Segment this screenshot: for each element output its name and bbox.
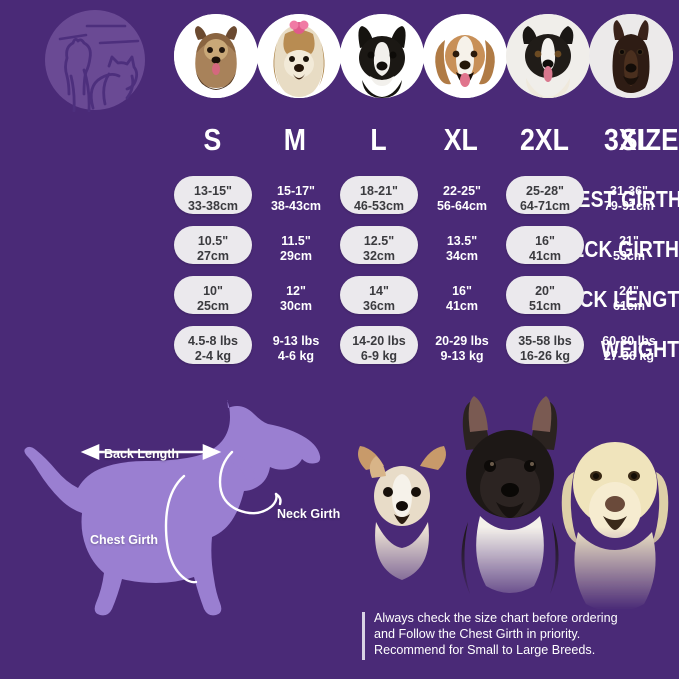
table-row-weight: WEIGHT 4.5-8 lbs 2-4 kg 9-13 lbs 4-6 kg 14… <box>0 326 679 376</box>
boston-terrier-photo <box>340 14 424 98</box>
shih-tzu-photo <box>257 14 341 98</box>
breed-avatar-beagle <box>423 14 507 98</box>
cell-neck-girth-m: 11.5" 29cm <box>280 234 312 263</box>
french-bulldog-photo <box>461 396 559 594</box>
cell-weight-m: 9-13 lbs 4-6 kg <box>272 334 320 363</box>
cell-weight-3xl: 60-80 lbs 27-36 kg <box>602 334 656 363</box>
disclaimer-line-1: Always check the size chart before order… <box>374 611 618 625</box>
cell-back-length-m: 12" 30cm <box>280 284 312 313</box>
breed-avatar-yorkshire-terrier <box>174 14 258 98</box>
column-header-s: S <box>203 122 221 157</box>
doberman-photo <box>589 14 673 98</box>
cell-back-length-2xl: 20" 51cm <box>506 276 584 314</box>
table-row-chest-girth: CHEST GIRTH 13-15" 33-38cm 15-17" 38-43cm … <box>0 176 679 226</box>
cell-neck-girth-xl: 13.5" 34cm <box>446 234 478 263</box>
diagram-label-back-length: Back Length <box>104 447 180 461</box>
cell-weight-l: 14-20 lbs 6-9 kg <box>340 326 418 364</box>
diagram-label-chest-girth: Chest Girth <box>90 533 159 547</box>
column-header-size: SIZE <box>620 122 679 157</box>
measurement-diagram <box>0 386 345 679</box>
cell-neck-girth-s: 10.5" 27cm <box>174 226 252 264</box>
cell-weight-s: 4.5-8 lbs 2-4 kg <box>174 326 252 364</box>
size-table: SIZE S M L XL 2XL 3XL CHEST GIRTH 13-15"… <box>0 118 679 376</box>
cell-neck-girth-l: 12.5" 32cm <box>340 226 418 264</box>
cell-weight-xl: 20-29 lbs 9-13 kg <box>435 334 489 363</box>
column-header-3xl: 3XL <box>603 122 653 157</box>
cell-neck-girth-2xl: 16" 41cm <box>506 226 584 264</box>
cell-chest-girth-s: 13-15" 33-38cm <box>174 176 252 214</box>
disclaimer-line-2: and Follow the Chest Girth in priority. <box>374 627 581 642</box>
disclaimer-accent-bar <box>362 612 365 660</box>
diagram-label-neck-girth: Neck Girth <box>277 507 341 521</box>
breed-avatar-doberman <box>589 14 673 98</box>
table-header-row: SIZE S M L XL 2XL 3XL <box>0 118 679 176</box>
disclaimer-line-3: Recommend for Small to Large Breeds. <box>374 643 596 658</box>
yorkshire-terrier-photo <box>174 14 258 98</box>
breed-avatar-shih-tzu <box>257 14 341 98</box>
cell-neck-girth-3xl: 21" 53cm <box>613 234 645 263</box>
breed-avatar-boston-terrier <box>340 14 424 98</box>
border-collie-photo <box>506 14 590 98</box>
column-header-l: L <box>369 122 387 157</box>
dog-and-cat-circle-logo <box>45 10 145 113</box>
column-header-xl: XL <box>443 122 479 157</box>
cell-chest-girth-3xl: 31-36" 79-91cm <box>603 184 655 213</box>
cell-chest-girth-l: 18-21" 46-53cm <box>340 176 418 214</box>
brand-logo <box>43 8 147 113</box>
bottom-breed-photos <box>338 392 679 612</box>
dog-side-silhouette <box>24 386 321 616</box>
cell-back-length-3xl: 24" 61cm <box>613 284 645 313</box>
cell-weight-2xl: 35-58 lbs 16-26 kg <box>506 326 584 364</box>
column-header-m: M <box>283 122 307 157</box>
row-label-weight: WEIGHT <box>600 336 679 362</box>
cell-chest-girth-xl: 22-25" 56-64cm <box>436 184 488 213</box>
cell-back-length-l: 14" 36cm <box>340 276 418 314</box>
cell-back-length-xl: 16" 41cm <box>446 284 478 313</box>
chihuahua-photo <box>358 446 446 580</box>
cell-chest-girth-m: 15-17" 38-43cm <box>270 184 322 213</box>
column-header-2xl: 2XL <box>519 122 569 157</box>
disclaimer-note: Always check the size chart before order… <box>362 610 662 660</box>
cell-chest-girth-2xl: 25-28" 64-71cm <box>506 176 584 214</box>
cell-back-length-s: 10" 25cm <box>174 276 252 314</box>
table-row-neck-girth: NECK GIRTH 10.5" 27cm 11.5" 29cm 12.5" 32cm… <box>0 226 679 276</box>
labrador-photo <box>561 442 669 612</box>
beagle-photo <box>423 14 507 98</box>
table-row-back-length: BACK LENGTH 10"25cm 12"30cm 14"36cm 16"4… <box>0 276 679 326</box>
breed-avatar-border-collie <box>506 14 590 98</box>
